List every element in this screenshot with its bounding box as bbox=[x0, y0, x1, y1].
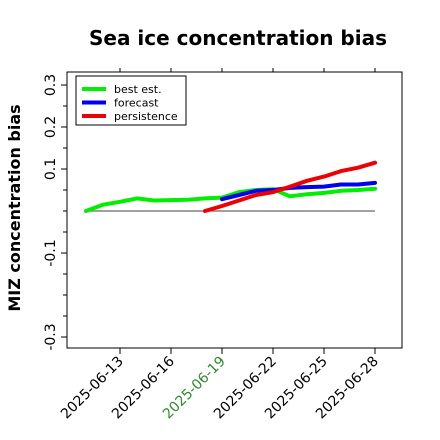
chart-title: Sea ice concentration bias bbox=[89, 26, 387, 50]
series-line-0 bbox=[84, 186, 377, 213]
y-tick-label: 0.3 bbox=[43, 74, 59, 96]
plot-area bbox=[84, 160, 377, 213]
y-tick-label: 0.2 bbox=[43, 116, 59, 138]
y-tick-label: -0.1 bbox=[43, 239, 59, 266]
series-line-1 bbox=[220, 180, 377, 202]
y-tick-label: 0.1 bbox=[43, 158, 59, 180]
plot-frame bbox=[66, 71, 403, 349]
series-line-2 bbox=[203, 160, 377, 213]
y-axis-label: MIZ concentration bias bbox=[5, 104, 24, 311]
y-tick-label: -0.3 bbox=[43, 323, 59, 350]
legend-label: best est. bbox=[114, 83, 162, 96]
legend-label: persistence bbox=[114, 110, 178, 123]
legend-label: forecast bbox=[114, 97, 159, 110]
